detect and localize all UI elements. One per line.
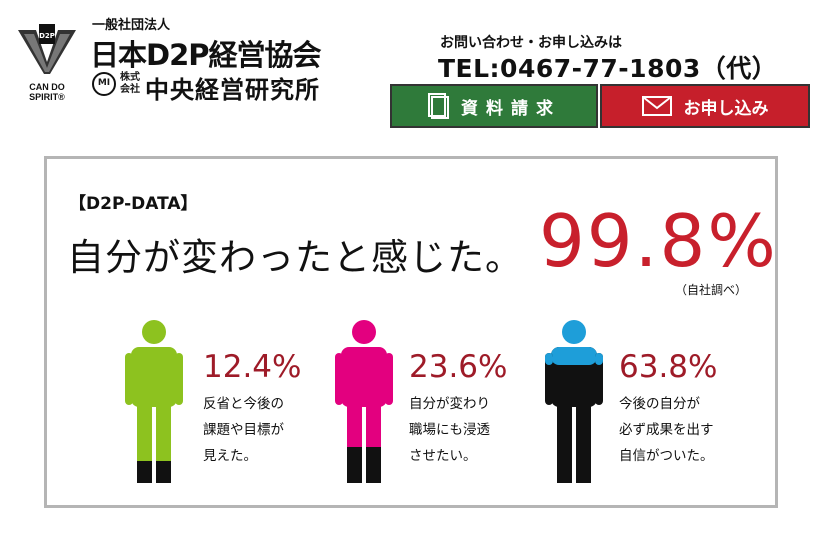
apply-label: お申し込み (683, 98, 769, 119)
logo-tagline-line1: CAN DO (29, 82, 65, 92)
sub-kabushiki: 株式会社 (120, 72, 140, 95)
stat-3: 63.8% 今後の自分が 必ず成果を出す 自信がついた。 (619, 349, 717, 469)
person-figure-3-icon (545, 320, 603, 483)
document-icon (427, 93, 449, 119)
mail-icon (641, 96, 672, 116)
emblem-text: D2P (39, 32, 55, 40)
stat-2-line3: させたい。 (409, 448, 477, 464)
stat-1-line1: 反省と今後の (203, 396, 284, 412)
logo-mark: D2P CAN DO SPIRIT® (14, 22, 80, 108)
stat-2-description: 自分が変わり 職場にも浸透 させたい。 (409, 391, 507, 469)
stat-1: 12.4% 反省と今後の 課題や目標が 見えた。 (203, 349, 301, 469)
apply-button[interactable]: お申し込み (600, 84, 810, 128)
stat-3-line3: 自信がついた。 (619, 448, 714, 464)
document-request-label: 資料請求 (461, 98, 561, 119)
panel-tag: 【D2P-DATA】 (69, 194, 198, 214)
org-type: 一般社団法人 (92, 18, 171, 33)
logo-tagline-line2: SPIRIT® (29, 92, 65, 102)
sub-logo-icon: MI (92, 72, 116, 96)
stat-3-line1: 今後の自分が (619, 396, 700, 412)
survey-note: （自社調べ） (675, 283, 748, 297)
tel-number[interactable]: TEL:0467-77-1803（代） (438, 54, 778, 83)
data-panel: 【D2P-DATA】 自分が変わったと感じた。 99.8% （自社調べ） 12.… (44, 156, 778, 508)
stat-1-percent: 12.4% (203, 349, 302, 385)
stat-1-line3: 見えた。 (203, 448, 257, 464)
document-request-button[interactable]: 資料請求 (390, 84, 598, 128)
sub-org-name: 中央経営研究所 (145, 76, 320, 104)
stat-2-line2: 職場にも浸透 (409, 422, 490, 438)
stat-1-description: 反省と今後の 課題や目標が 見えた。 (203, 391, 301, 469)
stat-3-description: 今後の自分が 必ず成果を出す 自信がついた。 (619, 391, 717, 469)
org-name: 日本D2P経営協会 (90, 38, 322, 72)
d2p-emblem-icon: D2P (18, 24, 76, 74)
stat-3-line2: 必ず成果を出す (619, 422, 714, 438)
stat-1-line2: 課題や目標が (203, 422, 284, 438)
stat-2-line1: 自分が変わり (409, 396, 490, 412)
contact-label: お問い合わせ・お申し込みは (440, 35, 622, 51)
stat-2: 23.6% 自分が変わり 職場にも浸透 させたい。 (409, 349, 507, 469)
panel-headline: 自分が変わったと感じた。 (67, 236, 523, 279)
stat-3-percent: 63.8% (619, 349, 718, 385)
stat-2-percent: 23.6% (409, 349, 508, 385)
person-figure-2-icon (335, 320, 393, 483)
headline-percent: 99.8% (539, 199, 778, 283)
person-figure-1-icon (125, 320, 183, 483)
